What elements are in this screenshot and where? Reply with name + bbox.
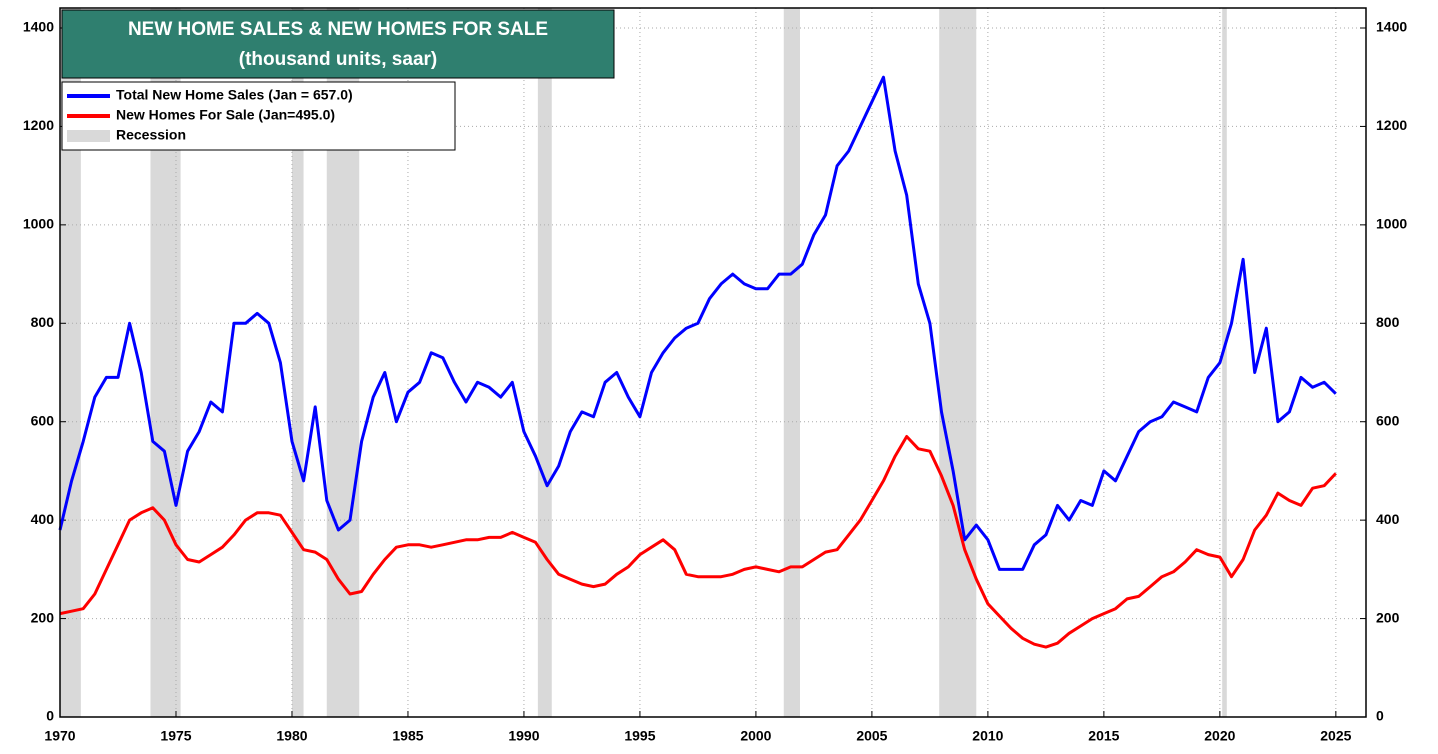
plot-frame: [59, 7, 1367, 718]
x-tick-label: 2015: [1088, 728, 1119, 744]
recession-band: [291, 8, 304, 717]
y-tick-label: 200: [31, 609, 55, 625]
title-box: [61, 9, 615, 79]
y-tick-label: 400: [31, 511, 55, 527]
y-tick-label: 1400: [23, 19, 54, 35]
legend-label: New Homes For Sale (Jan=495.0): [116, 107, 335, 123]
y-tick-label: 1000: [23, 216, 54, 232]
y-tick-label: 0: [46, 708, 54, 724]
chart-title: NEW HOME SALES & NEW HOMES FOR SALE: [128, 19, 548, 40]
y2-tick-label: 400: [1376, 511, 1400, 527]
y2-tick-label: 800: [1376, 314, 1400, 330]
y2-tick-label: 1200: [1376, 117, 1407, 133]
recession-band: [1222, 8, 1227, 717]
recession-band: [783, 8, 800, 717]
recession-band: [537, 8, 552, 717]
chart-subtitle: (thousand units, saar): [239, 49, 437, 70]
y2-tick-label: 1400: [1376, 19, 1407, 35]
y-tick-label: 600: [31, 412, 55, 428]
x-tick-label: 2020: [1204, 728, 1235, 744]
recession-band: [939, 8, 977, 717]
legend-box: [61, 81, 456, 151]
legend-swatch: [67, 130, 110, 142]
y2-tick-label: 0: [1376, 708, 1384, 724]
x-tick-label: 1970: [44, 728, 75, 744]
legend-label: Total New Home Sales (Jan = 657.0): [116, 87, 353, 103]
recession-band: [60, 8, 81, 717]
x-tick-label: 1990: [508, 728, 539, 744]
y2-tick-label: 600: [1376, 412, 1400, 428]
x-tick-label: 1975: [160, 728, 191, 744]
series-line: [58, 75, 1337, 571]
series-line: [59, 435, 1337, 649]
y2-tick-label: 1000: [1376, 216, 1407, 232]
x-tick-label: 1985: [392, 728, 423, 744]
y2-tick-label: 200: [1376, 609, 1400, 625]
x-tick-label: 2005: [856, 728, 887, 744]
x-tick-label: 2010: [972, 728, 1003, 744]
x-tick-label: 1980: [276, 728, 307, 744]
y-tick-label: 1200: [23, 117, 54, 133]
x-tick-label: 2000: [740, 728, 771, 744]
y-tick-label: 800: [31, 314, 55, 330]
legend-label: Recession: [116, 127, 186, 143]
x-tick-label: 1995: [624, 728, 655, 744]
x-tick-label: 2025: [1320, 728, 1351, 744]
